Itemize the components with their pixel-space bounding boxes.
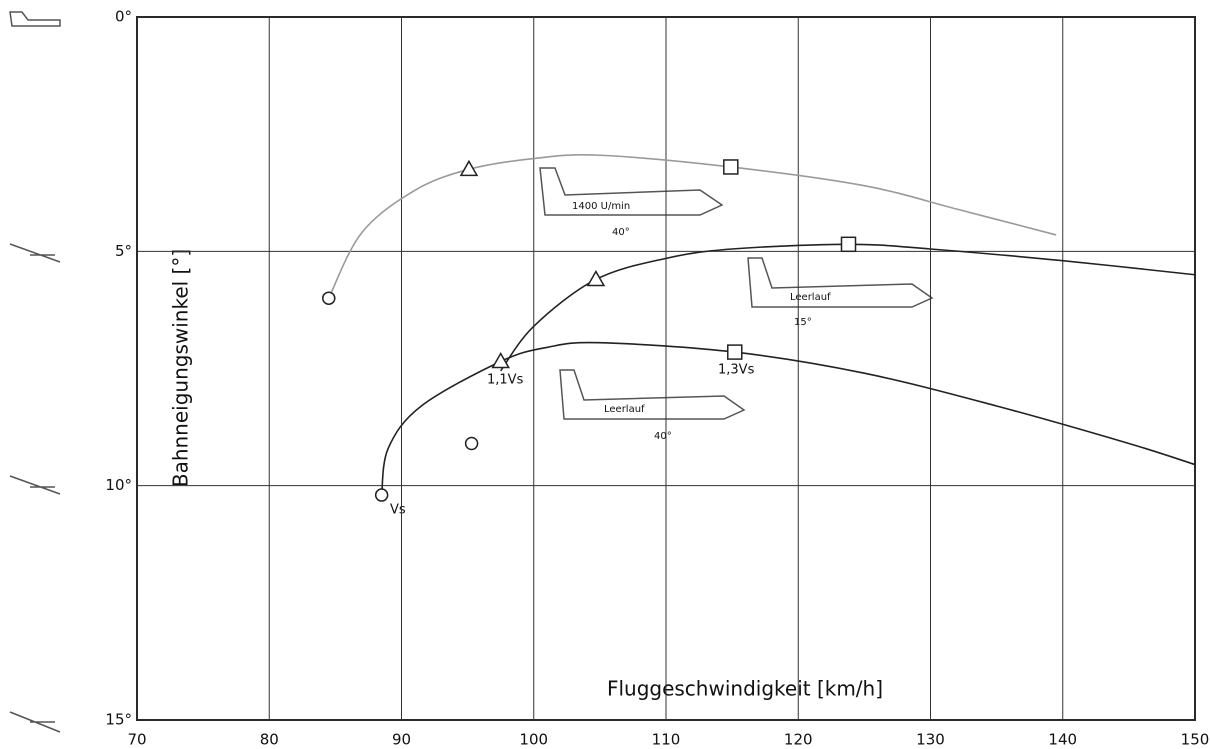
- y-tick-label: 0°: [115, 8, 132, 26]
- chart: Fluggeschwindigkeit [km/h] Bahnneigungsw…: [0, 0, 1210, 749]
- annotation: 1400 U/min: [572, 201, 630, 212]
- annotation: Leerlauf: [604, 404, 645, 415]
- annotation: 1,3Vs: [718, 363, 755, 378]
- x-axis-label: Fluggeschwindigkeit [km/h]: [607, 677, 883, 701]
- y-tick-label: 5°: [115, 242, 132, 260]
- marker-circle: [466, 437, 478, 449]
- x-tick-label: 90: [392, 731, 411, 749]
- marker-square: [842, 237, 856, 251]
- x-tick-label: 110: [652, 731, 681, 749]
- annotation: 15°: [794, 317, 812, 328]
- plane-icon: [10, 12, 932, 732]
- marker-circle: [323, 292, 335, 304]
- annotation: 40°: [654, 431, 672, 442]
- x-tick-label: 130: [916, 731, 945, 749]
- x-tick-label: 120: [784, 731, 813, 749]
- x-tick-label: 100: [519, 731, 548, 749]
- marker-triangle: [588, 271, 604, 285]
- y-axis-label: Bahnneigungswinkel [°]: [169, 249, 193, 487]
- line-series: [329, 155, 1056, 298]
- x-tick-label: 80: [260, 731, 279, 749]
- y-tick-label: 15°: [105, 711, 132, 729]
- marker-circle: [376, 489, 388, 501]
- annotation: Leerlauf: [790, 292, 831, 303]
- annotation: Vs: [390, 503, 406, 518]
- annotation: 40°: [612, 227, 630, 238]
- annotation: 1,1Vs: [487, 373, 524, 388]
- x-tick-label: 140: [1048, 731, 1077, 749]
- y-tick-label: 10°: [105, 476, 132, 494]
- marker-square: [728, 345, 742, 359]
- marker-triangle: [493, 353, 509, 367]
- x-tick-label: 70: [127, 731, 146, 749]
- x-tick-label: 150: [1181, 731, 1210, 749]
- marker-square: [724, 160, 738, 174]
